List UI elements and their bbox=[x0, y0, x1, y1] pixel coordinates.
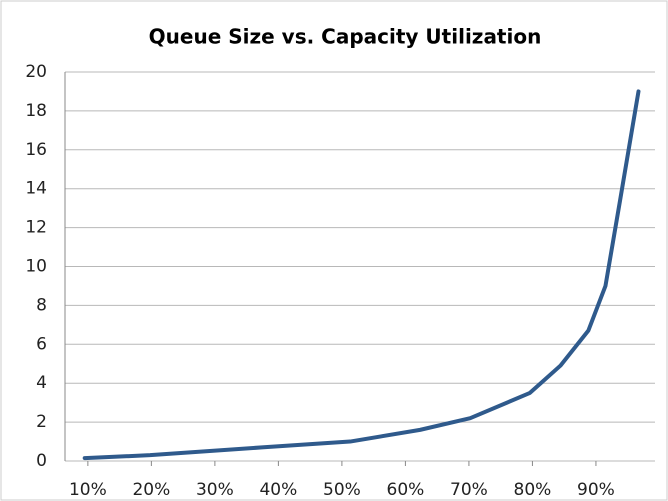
x-tick-label: 80% bbox=[514, 480, 552, 500]
y-tick-label: 2 bbox=[36, 412, 47, 432]
y-tick-label: 16 bbox=[25, 140, 47, 160]
y-tick-label: 10 bbox=[25, 257, 47, 277]
x-tick-label: 20% bbox=[132, 480, 170, 500]
line-series bbox=[82, 89, 641, 461]
x-tick-label: 50% bbox=[323, 480, 361, 500]
y-tick-label: 12 bbox=[25, 218, 47, 238]
y-tick-label: 20 bbox=[25, 62, 47, 82]
y-tick-label: 0 bbox=[36, 451, 47, 471]
x-tick-label: 10% bbox=[69, 480, 107, 500]
y-tick-label: 8 bbox=[36, 295, 47, 315]
x-tick-label: 40% bbox=[259, 480, 297, 500]
y-tick-label: 4 bbox=[36, 373, 47, 393]
y-tick-label: 6 bbox=[36, 334, 47, 354]
x-tick-label: 70% bbox=[450, 480, 488, 500]
x-tick-label: 90% bbox=[577, 480, 615, 500]
y-tick-label: 14 bbox=[25, 179, 47, 199]
chart-title: Queue Size vs. Capacity Utilization bbox=[149, 25, 542, 49]
x-tick-label: 30% bbox=[196, 480, 234, 500]
y-tick-label: 18 bbox=[25, 101, 47, 121]
x-tick-label: 60% bbox=[387, 480, 425, 500]
